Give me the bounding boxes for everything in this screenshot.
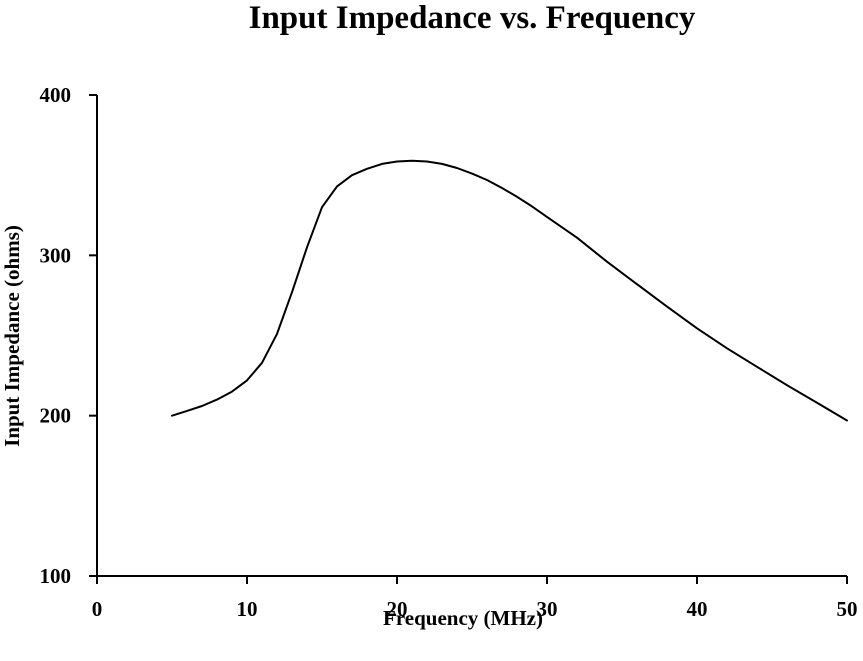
y-tick-label: 200 xyxy=(40,404,72,428)
series-layer xyxy=(171,159,848,422)
y-axis-label: Input Impedance (ohms) xyxy=(0,225,24,447)
x-tick-label: 0 xyxy=(92,597,103,621)
x-axis-label: Frequency (MHz) xyxy=(383,606,543,630)
x-tick-label: 50 xyxy=(837,597,858,621)
impedance-line xyxy=(171,159,848,422)
x-tick-label: 30 xyxy=(537,597,558,621)
x-tick-label: 20 xyxy=(387,597,408,621)
x-tick-label: 40 xyxy=(687,597,708,621)
x-tick-label: 10 xyxy=(237,597,258,621)
chart-title: Input Impedance vs. Frequency xyxy=(249,0,696,36)
axes xyxy=(96,95,847,577)
ticks: 0 10 20 30 40 50 100 200 300 400 xyxy=(40,83,858,621)
y-tick-label: 300 xyxy=(40,243,72,267)
y-tick-label: 100 xyxy=(40,564,72,588)
y-tick-label: 400 xyxy=(40,83,72,107)
